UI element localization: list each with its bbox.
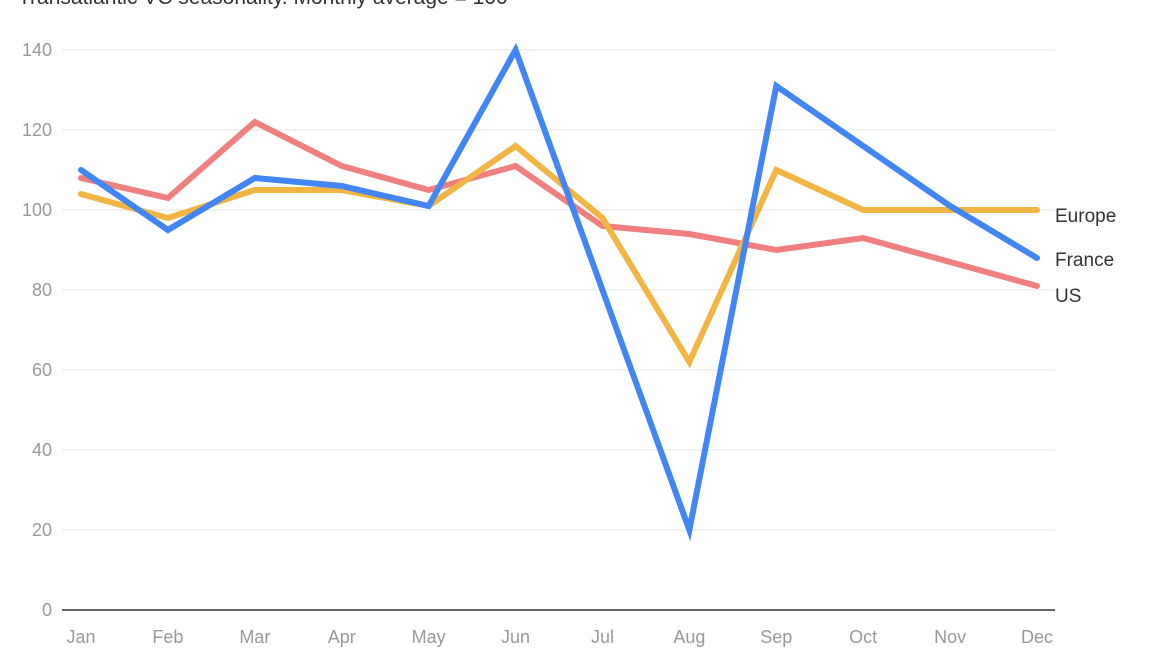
y-tick-label: 0 [42, 600, 52, 620]
series-line-france [78, 42, 1040, 542]
y-tick-label: 60 [32, 360, 52, 380]
y-tick-label: 20 [32, 520, 52, 540]
x-tick-label: May [412, 627, 446, 647]
x-tick-label: Dec [1021, 627, 1053, 647]
y-tick-label: 140 [22, 40, 52, 60]
series-line-europe [78, 142, 1040, 369]
x-tick-label: Jan [66, 627, 95, 647]
series-label-europe: Europe [1055, 206, 1116, 227]
series-label-us: US [1055, 286, 1081, 307]
y-tick-label: 40 [32, 440, 52, 460]
x-tick-label: Nov [934, 627, 966, 647]
x-tick-label: Jun [501, 627, 530, 647]
chart-title: Transatlantic VC seasonality. Monthly av… [18, 0, 508, 10]
series-label-france: France [1055, 250, 1114, 271]
x-tick-label: Mar [239, 627, 270, 647]
x-tick-label: Sep [760, 627, 792, 647]
x-tick-label: Jul [591, 627, 614, 647]
y-tick-label: 120 [22, 120, 52, 140]
x-tick-label: Aug [673, 627, 705, 647]
x-tick-label: Feb [152, 627, 183, 647]
x-tick-label: Oct [849, 627, 877, 647]
x-tick-label: Apr [328, 627, 356, 647]
y-tick-label: 100 [22, 200, 52, 220]
series-line-us [78, 118, 1040, 289]
y-tick-label: 80 [32, 280, 52, 300]
